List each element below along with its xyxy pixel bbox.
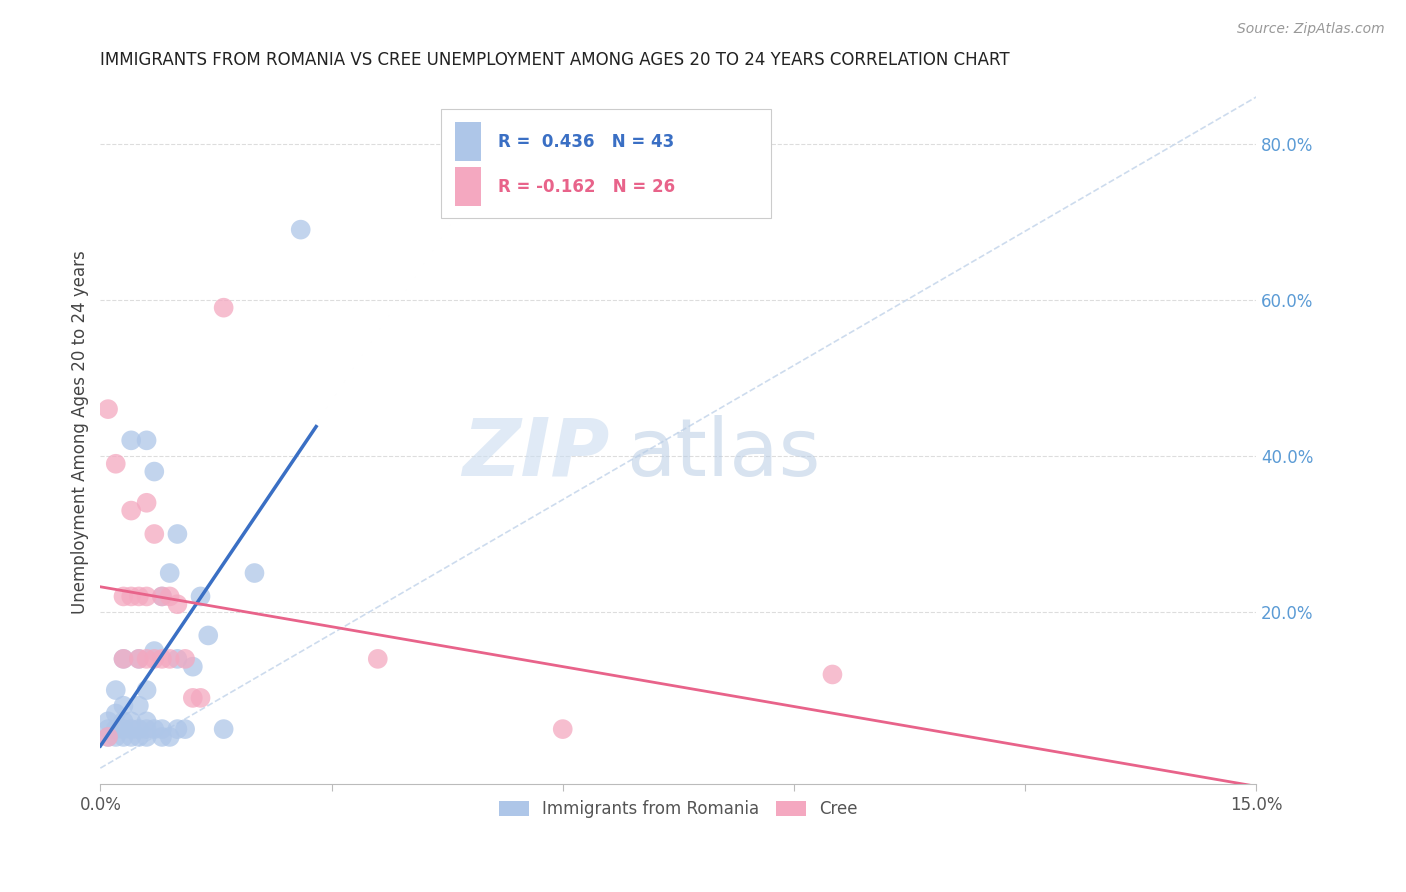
Point xyxy=(128,698,150,713)
FancyBboxPatch shape xyxy=(456,167,481,206)
Point xyxy=(159,652,181,666)
Point xyxy=(120,503,142,517)
Point xyxy=(112,590,135,604)
Point xyxy=(135,730,157,744)
Point xyxy=(150,590,173,604)
Point xyxy=(821,667,844,681)
Point xyxy=(166,527,188,541)
Point xyxy=(97,714,120,729)
Point xyxy=(135,722,157,736)
Point xyxy=(367,652,389,666)
Point xyxy=(135,590,157,604)
Point xyxy=(135,434,157,448)
Point xyxy=(143,644,166,658)
Point xyxy=(104,706,127,721)
Point xyxy=(150,652,173,666)
Point xyxy=(143,465,166,479)
Point xyxy=(128,722,150,736)
Point xyxy=(128,590,150,604)
Text: IMMIGRANTS FROM ROMANIA VS CREE UNEMPLOYMENT AMONG AGES 20 TO 24 YEARS CORRELATI: IMMIGRANTS FROM ROMANIA VS CREE UNEMPLOY… xyxy=(100,51,1010,69)
Point xyxy=(104,730,127,744)
Point xyxy=(181,690,204,705)
Point xyxy=(135,714,157,729)
Point xyxy=(112,652,135,666)
Point xyxy=(97,722,120,736)
Point xyxy=(290,222,312,236)
Point xyxy=(128,652,150,666)
Point xyxy=(135,652,157,666)
Point xyxy=(112,730,135,744)
Point xyxy=(159,590,181,604)
Point xyxy=(159,730,181,744)
Point xyxy=(190,590,212,604)
Point xyxy=(112,652,135,666)
Point xyxy=(120,714,142,729)
Point xyxy=(135,496,157,510)
Point xyxy=(112,698,135,713)
Point xyxy=(128,652,150,666)
Point xyxy=(181,659,204,673)
Point xyxy=(150,722,173,736)
Point xyxy=(128,730,150,744)
Point xyxy=(551,722,574,736)
Point xyxy=(135,683,157,698)
Point xyxy=(97,402,120,417)
Text: atlas: atlas xyxy=(626,415,821,492)
Point xyxy=(104,683,127,698)
Point xyxy=(150,590,173,604)
Point xyxy=(174,652,197,666)
Point xyxy=(97,730,120,744)
Point xyxy=(166,722,188,736)
FancyBboxPatch shape xyxy=(441,110,770,219)
Y-axis label: Unemployment Among Ages 20 to 24 years: Unemployment Among Ages 20 to 24 years xyxy=(72,251,89,615)
Point xyxy=(143,722,166,736)
Point xyxy=(120,590,142,604)
Point xyxy=(120,722,142,736)
Text: R =  0.436   N = 43: R = 0.436 N = 43 xyxy=(498,134,675,152)
Point xyxy=(143,652,166,666)
Point xyxy=(97,730,120,744)
Point xyxy=(104,457,127,471)
Text: Source: ZipAtlas.com: Source: ZipAtlas.com xyxy=(1237,22,1385,37)
Point xyxy=(112,722,135,736)
Text: ZIP: ZIP xyxy=(461,415,609,492)
Point xyxy=(243,566,266,580)
Point xyxy=(166,652,188,666)
Point xyxy=(143,527,166,541)
Point xyxy=(120,730,142,744)
Point xyxy=(212,301,235,315)
Point xyxy=(174,722,197,736)
Point xyxy=(190,690,212,705)
FancyBboxPatch shape xyxy=(456,122,481,161)
Point xyxy=(112,714,135,729)
Legend: Immigrants from Romania, Cree: Immigrants from Romania, Cree xyxy=(492,793,865,824)
Point xyxy=(104,722,127,736)
Point xyxy=(150,730,173,744)
Text: R = -0.162   N = 26: R = -0.162 N = 26 xyxy=(498,178,675,196)
Point xyxy=(166,597,188,611)
Point xyxy=(120,434,142,448)
Point xyxy=(159,566,181,580)
Point xyxy=(197,628,219,642)
Point xyxy=(212,722,235,736)
